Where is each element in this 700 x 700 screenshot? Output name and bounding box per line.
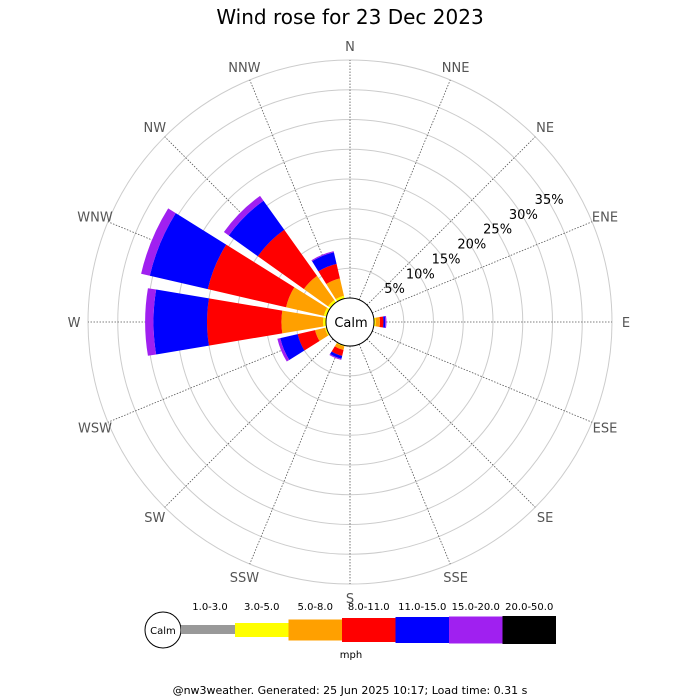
direction-labels: N NNE NE ENE E ESE SE SSE S SSW SW WSW W WNW NW NNW xyxy=(68,40,631,607)
petal-w-11.0-15.0 xyxy=(153,289,209,355)
legend-label-8.0-11.0: 8.0-11.0 xyxy=(348,602,390,613)
direction-label-ne: NE xyxy=(536,121,554,136)
petal-wsw-15.0-20.0 xyxy=(277,338,290,362)
spoke-ssw xyxy=(249,344,342,565)
petal-w-3.0-5.0 xyxy=(323,317,327,327)
direction-label-sw: SW xyxy=(144,511,165,526)
direction-label-ssw: SSW xyxy=(230,571,260,586)
petal-e-15.0-20.0 xyxy=(384,315,387,329)
ring-label-30: 30% xyxy=(509,208,538,223)
petal-nnw-8.0-11.0 xyxy=(318,263,340,284)
chart-title: Wind rose for 23 Dec 2023 xyxy=(216,5,483,29)
legend-units: mph xyxy=(340,650,362,661)
petal-nw-3.0-5.0 xyxy=(328,300,337,309)
legend-label-11.0-15.0: 11.0-15.0 xyxy=(398,602,446,613)
calm-circle xyxy=(325,297,375,347)
petal-wnw-11.0-15.0 xyxy=(149,213,227,290)
direction-label-nne: NNE xyxy=(442,61,470,76)
spoke-ese xyxy=(372,330,593,423)
ring-labels: 5%10%15%20%25%30%35% xyxy=(384,193,563,297)
direction-label-ese: ESE xyxy=(593,422,618,437)
ring-label-15: 15% xyxy=(432,252,461,267)
legend-swatch-5.0-8.0 xyxy=(288,619,342,641)
legend-swatch-15.0-20.0 xyxy=(449,616,503,644)
spoke-ne xyxy=(366,136,536,306)
petal-ssw-8.0-11.0 xyxy=(331,346,344,356)
legend-label-1.0-3.0: 1.0-3.0 xyxy=(192,602,227,613)
petal-e-5.0-8.0 xyxy=(375,317,380,327)
legend-bins: 1.0-3.0 3.0-5.0 5.0-8.0 8.0-11.0 11.0-15.0 15… xyxy=(181,602,556,644)
petal-ssw-15.0-20.0 xyxy=(329,353,342,360)
petal-nnw-11.0-15.0 xyxy=(312,252,337,272)
ring-label-20: 20% xyxy=(457,238,486,253)
legend-calm-label: Calm xyxy=(150,626,176,637)
calm-label: Calm xyxy=(334,316,367,331)
legend-label-15.0-20.0: 15.0-20.0 xyxy=(452,602,500,613)
ring-label-5: 5% xyxy=(384,282,405,297)
direction-label-ene: ENE xyxy=(592,210,618,225)
direction-label-nw: NW xyxy=(144,121,167,136)
petal-wsw-5.0-8.0 xyxy=(315,327,329,342)
petal-ssw-11.0-15.0 xyxy=(330,351,343,359)
petal-wsw-8.0-11.0 xyxy=(297,330,320,351)
legend-label-20.0-50.0: 20.0-50.0 xyxy=(505,602,553,613)
direction-label-n: N xyxy=(345,40,355,55)
petal-w-8.0-11.0 xyxy=(206,298,283,346)
ring-label-35: 35% xyxy=(535,193,564,208)
petal-ssw-5.0-8.0 xyxy=(334,343,345,351)
direction-label-e: E xyxy=(622,316,630,331)
legend-swatch-3.0-5.0 xyxy=(235,623,289,637)
direction-label-nnw: NNW xyxy=(228,61,260,76)
petal-nnw-15.0-20.0 xyxy=(311,251,334,262)
legend-label-5.0-8.0: 5.0-8.0 xyxy=(298,602,333,613)
ring-label-10: 10% xyxy=(406,267,435,282)
calm-center: Calm xyxy=(325,297,375,347)
ring-label-25: 25% xyxy=(483,223,512,238)
petal-nnw-5.0-8.0 xyxy=(326,278,344,300)
petal-w-5.0-8.0 xyxy=(281,310,324,334)
petal-wnw-5.0-8.0 xyxy=(286,287,328,316)
spoke-nne xyxy=(358,79,451,300)
petal-e-8.0-11.0 xyxy=(379,316,384,328)
direction-label-w: W xyxy=(68,316,81,331)
direction-label-wsw: WSW xyxy=(78,422,112,437)
direction-label-sse: SSE xyxy=(443,571,468,586)
direction-label-s: S xyxy=(346,592,354,607)
petal-wnw-3.0-5.0 xyxy=(323,307,330,317)
petal-wsw-11.0-15.0 xyxy=(280,334,305,360)
petal-nw-15.0-20.0 xyxy=(223,195,264,236)
legend-swatch-20.0-50.0 xyxy=(502,616,556,644)
spoke-se xyxy=(366,338,536,508)
direction-label-wnw: WNW xyxy=(77,210,113,225)
speed-legend: Calm 1.0-3.0 3.0-5.0 5.0-8.0 8.0-11.0 11.0-1… xyxy=(144,602,556,661)
petal-w-15.0-20.0 xyxy=(145,288,157,356)
spoke-sw xyxy=(164,338,334,508)
direction-label-se: SE xyxy=(537,511,553,526)
petal-wnw-15.0-20.0 xyxy=(141,208,176,276)
petal-nnw-3.0-5.0 xyxy=(335,295,345,302)
footer-text: @nw3weather. Generated: 25 Jun 2025 10:1… xyxy=(173,684,528,697)
petal-nw-5.0-8.0 xyxy=(303,275,335,307)
petal-nw-8.0-11.0 xyxy=(257,229,318,290)
petal-nw-11.0-15.0 xyxy=(228,200,285,257)
spoke-sse xyxy=(358,344,451,565)
legend-swatch-11.0-15.0 xyxy=(395,617,449,643)
petal-wnw-8.0-11.0 xyxy=(207,244,295,308)
legend-swatch-1.0-3.0 xyxy=(181,625,235,634)
petal-e-11.0-15.0 xyxy=(383,316,386,328)
legend-swatch-8.0-11.0 xyxy=(342,618,396,642)
spoke-ene xyxy=(372,221,593,314)
wind-petals xyxy=(141,195,387,362)
legend-label-3.0-5.0: 3.0-5.0 xyxy=(244,602,279,613)
